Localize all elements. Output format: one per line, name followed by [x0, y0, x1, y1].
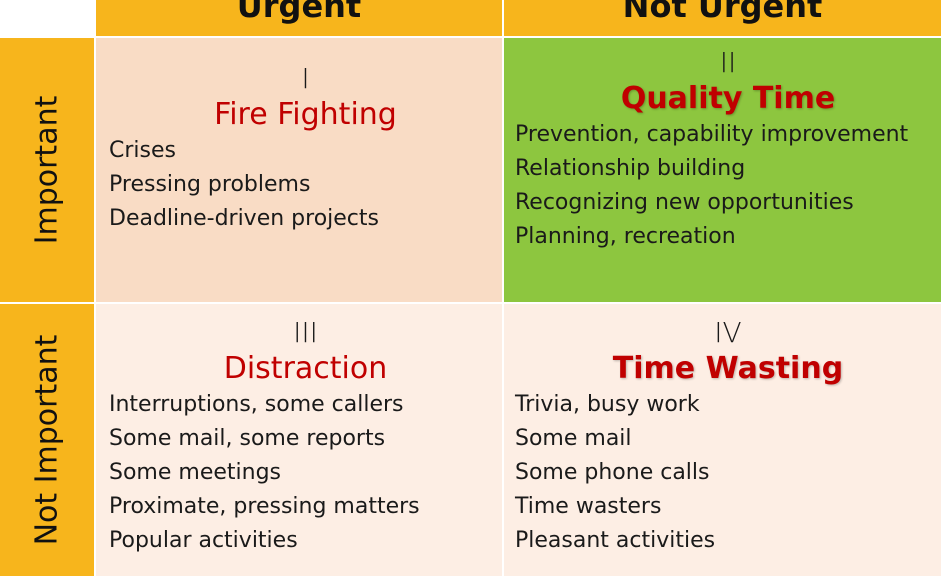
list-item: Deadline-driven projects — [109, 206, 379, 231]
column-header-not-urgent-label: Not Urgent — [622, 0, 823, 25]
list-item: Some mail, some reports — [109, 426, 386, 451]
quadrant-item-list: Crises Pressing problems Deadline-driven… — [109, 134, 502, 236]
quadrant-number: I — [301, 62, 310, 95]
list-item: Recognizing new opportunities — [515, 190, 854, 215]
quadrant-title: Quality Time — [620, 81, 836, 116]
list-item: Some mail — [515, 426, 632, 451]
list-item: Relationship building — [515, 156, 746, 181]
row-header-important: Important — [0, 38, 94, 302]
list-item: Crises — [109, 138, 176, 163]
quadrant-distraction: III Distraction Interruptions, some call… — [96, 304, 502, 576]
list-item: Time wasters — [515, 494, 662, 519]
list-item: Planning, recreation — [515, 224, 736, 249]
quadrant-title: Fire Fighting — [214, 97, 397, 132]
quadrant-number: IV — [714, 316, 742, 349]
list-item: Some phone calls — [515, 460, 710, 485]
column-header-not-urgent: Not Urgent — [504, 0, 941, 36]
list-item: Interruptions, some callers — [109, 392, 404, 417]
quadrant-title: Time Wasting — [612, 351, 844, 386]
list-item: Pleasant activities — [515, 528, 716, 553]
quadrant-number: II — [719, 46, 737, 79]
list-item: Prevention, capability improvement — [515, 122, 909, 147]
quadrant-item-list: Trivia, busy work Some mail Some phone c… — [515, 388, 941, 558]
quadrant-item-list: Interruptions, some callers Some mail, s… — [109, 388, 502, 558]
list-item: Pressing problems — [109, 172, 311, 197]
quadrant-quality-time: II Quality Time Prevention, capability i… — [504, 38, 941, 302]
list-item: Trivia, busy work — [515, 392, 700, 417]
quadrant-item-list: Prevention, capability improvement Relat… — [515, 118, 941, 254]
row-header-not-important: Not Important — [0, 304, 94, 576]
quadrant-time-wasting: IV Time Wasting Trivia, busy work Some m… — [504, 304, 941, 576]
column-header-urgent-label: Urgent — [236, 0, 362, 25]
list-item: Popular activities — [109, 528, 298, 553]
quadrant-number: III — [293, 316, 318, 349]
row-header-important-label: Important — [29, 95, 65, 245]
quadrant-fire-fighting: I Fire Fighting Crises Pressing problems… — [96, 38, 502, 302]
quadrant-title: Distraction — [223, 351, 388, 386]
matrix-corner — [0, 0, 94, 36]
row-header-not-important-label: Not Important — [29, 334, 65, 546]
list-item: Some meetings — [109, 460, 281, 485]
column-header-urgent: Urgent — [96, 0, 502, 36]
list-item: Proximate, pressing matters — [109, 494, 420, 519]
